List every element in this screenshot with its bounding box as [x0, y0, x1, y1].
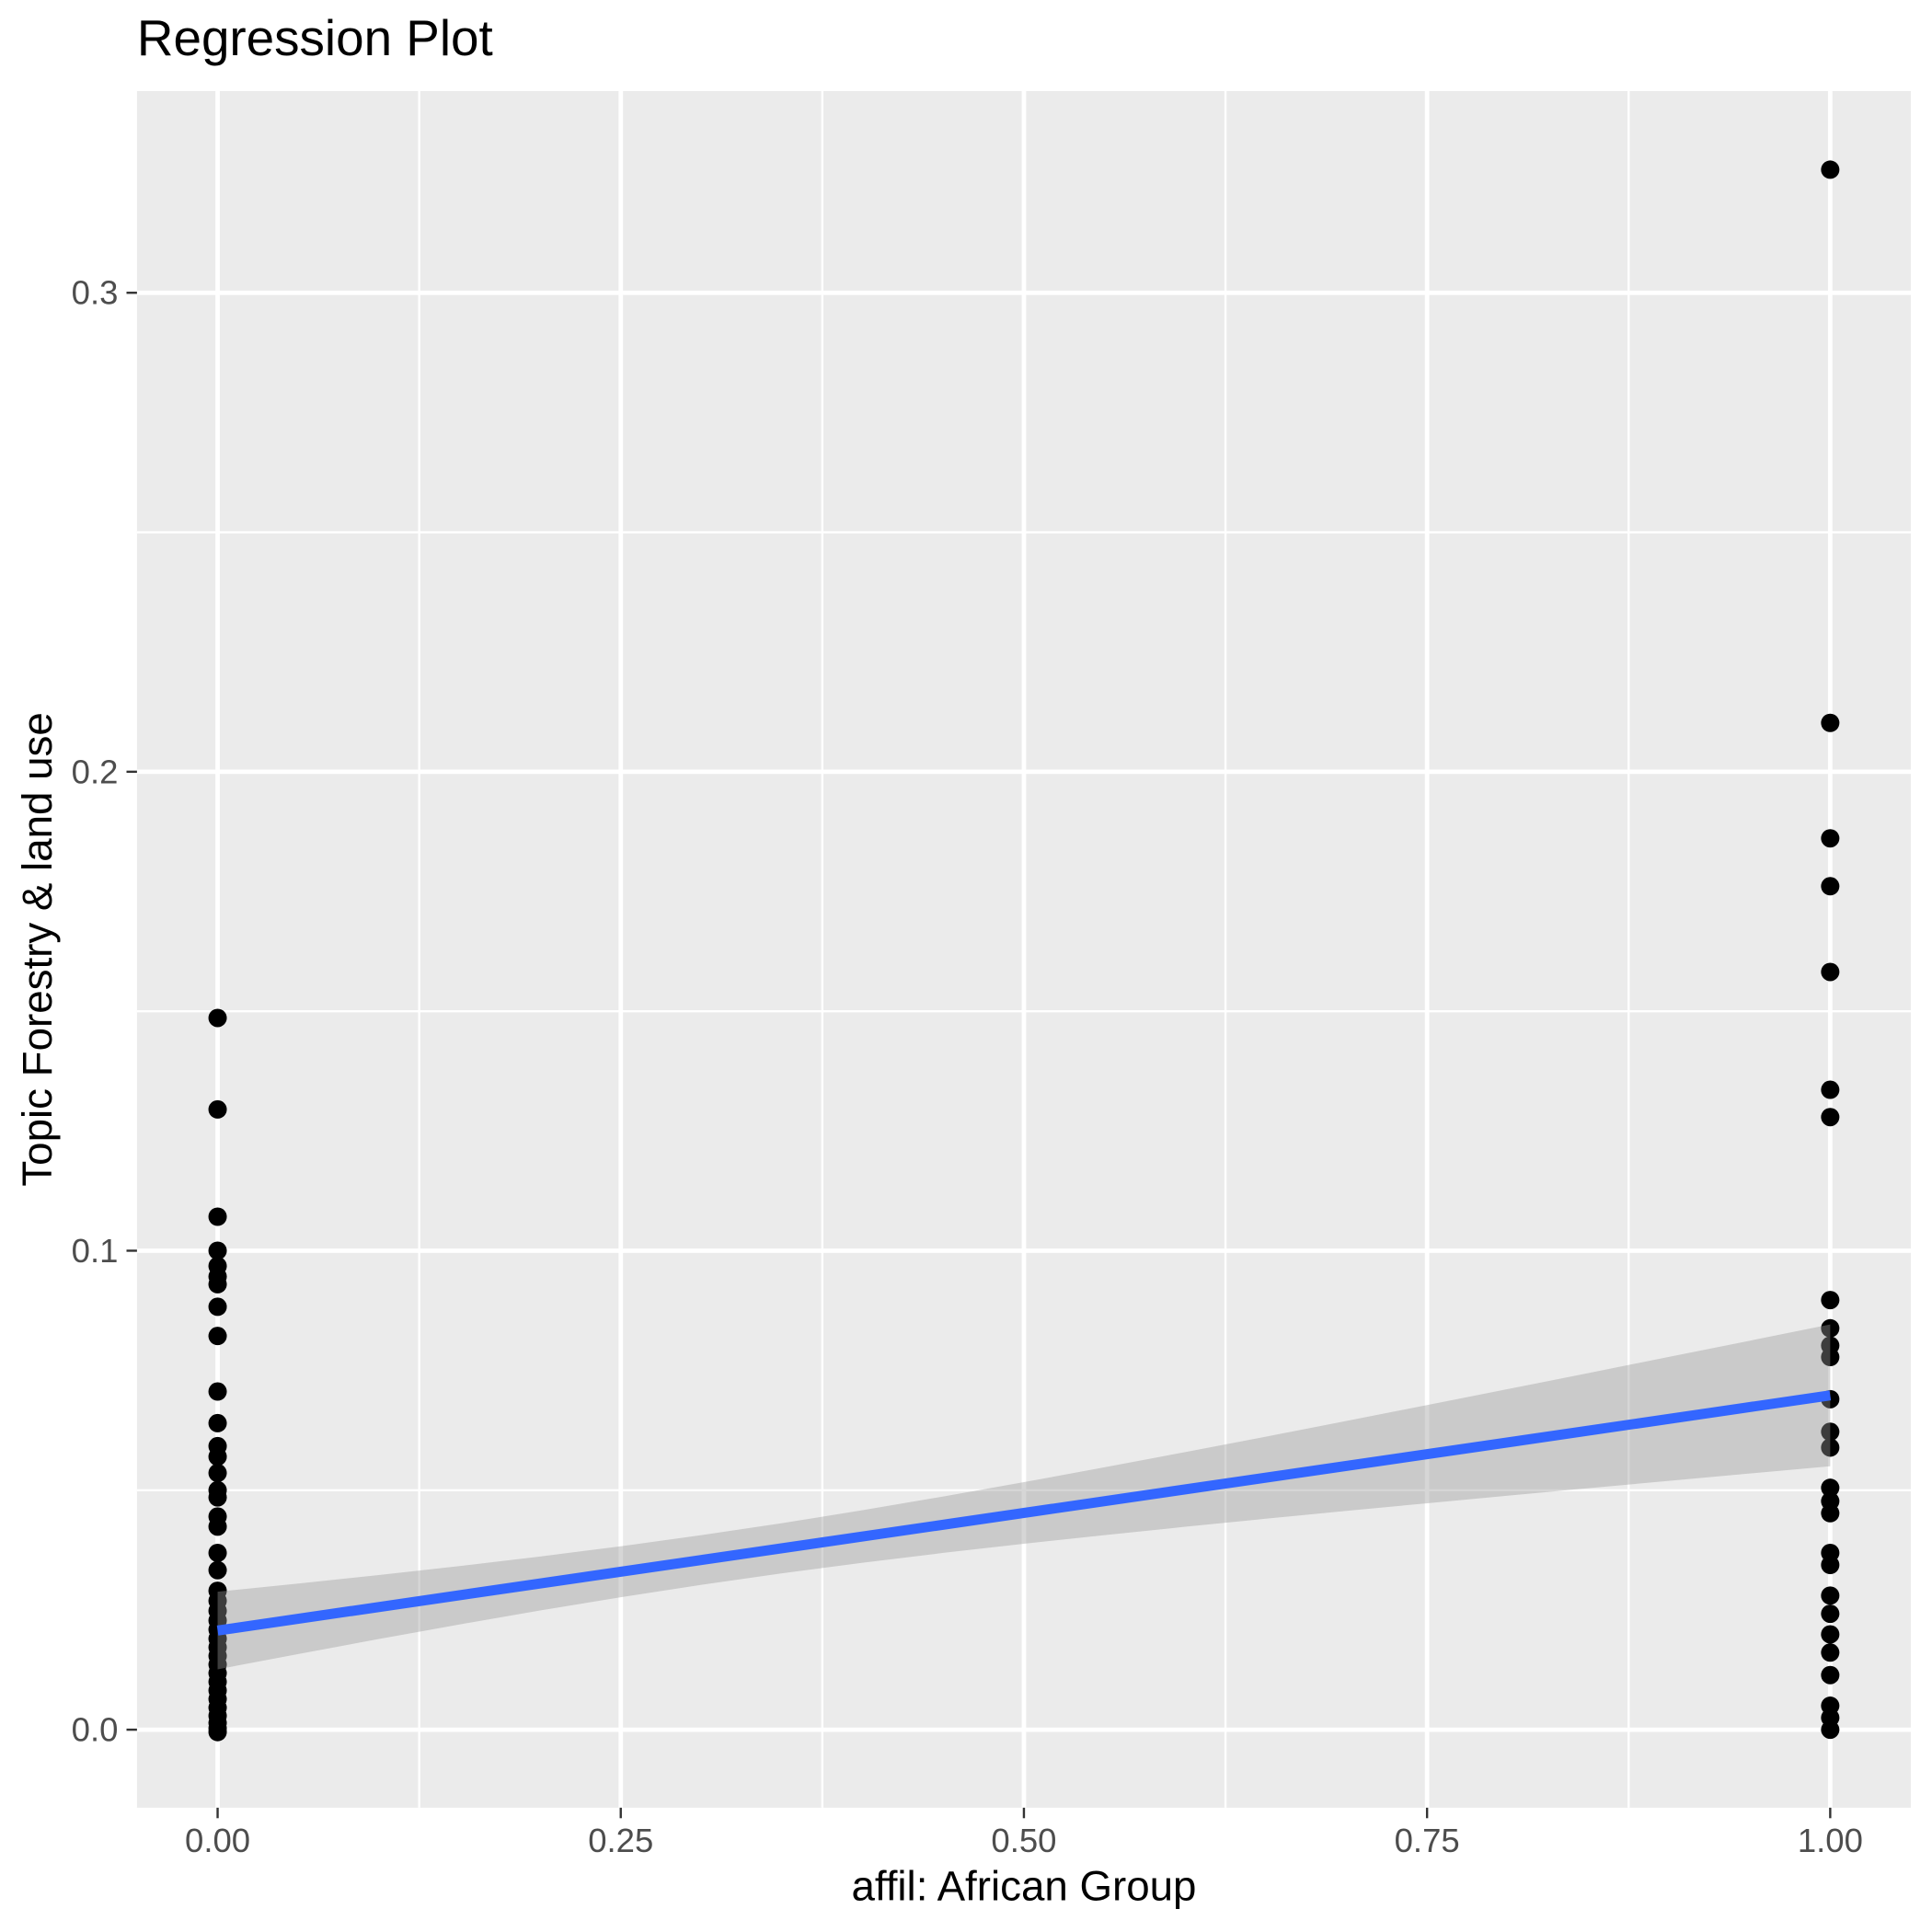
- plot-title: Regression Plot: [137, 9, 493, 66]
- data-point: [208, 1488, 227, 1507]
- x-axis-title: affil: African Group: [851, 1863, 1196, 1910]
- data-point: [1821, 1422, 1840, 1442]
- y-tick-label: 0.0: [72, 1711, 119, 1749]
- y-tick-label: 0.1: [72, 1232, 119, 1270]
- data-point: [208, 1413, 227, 1432]
- data-point: [208, 1543, 227, 1562]
- data-point: [1821, 1665, 1840, 1685]
- data-point: [208, 1099, 227, 1119]
- data-point: [208, 1560, 227, 1580]
- data-point: [1821, 1586, 1840, 1605]
- data-point: [1821, 1291, 1840, 1310]
- data-point: [1821, 160, 1840, 179]
- data-point: [1821, 1438, 1840, 1457]
- y-tick-label: 0.2: [72, 753, 119, 790]
- x-tick-label: 0.50: [991, 1822, 1056, 1859]
- data-point: [1821, 829, 1840, 848]
- scatter-points-layer: [208, 160, 1840, 1742]
- y-tick-label: 0.3: [72, 274, 119, 312]
- x-tick-label: 0.00: [185, 1822, 250, 1859]
- data-point: [208, 1382, 227, 1401]
- data-point: [1821, 1555, 1840, 1574]
- y-axis-tick-marks: [126, 292, 137, 1731]
- x-axis-tick-labels: 0.00 0.25 0.50 0.75 1.00: [185, 1822, 1863, 1859]
- y-axis-title: Topic Forestry & land use: [14, 712, 61, 1186]
- x-tick-label: 0.25: [588, 1822, 653, 1859]
- x-axis-tick-marks: [216, 1807, 1832, 1819]
- data-point: [208, 1327, 227, 1346]
- y-axis-tick-labels: 0.0 0.1 0.2 0.3: [72, 274, 119, 1749]
- data-point: [1821, 1604, 1840, 1624]
- data-point: [1821, 1720, 1840, 1740]
- data-point: [1821, 1108, 1840, 1127]
- data-point: [1821, 713, 1840, 732]
- data-point: [1821, 877, 1840, 896]
- data-point: [208, 1274, 227, 1294]
- data-point: [1821, 1625, 1840, 1644]
- data-point: [208, 1207, 227, 1226]
- data-point: [208, 1722, 227, 1742]
- data-point: [1821, 1348, 1840, 1367]
- data-point: [1821, 1643, 1840, 1662]
- data-point: [1821, 1318, 1840, 1338]
- regression-line: [216, 1390, 1832, 1636]
- data-point: [1821, 962, 1840, 982]
- data-point: [1821, 1478, 1840, 1498]
- data-point: [208, 1447, 227, 1466]
- data-point: [208, 1297, 227, 1317]
- data-point: [208, 1241, 227, 1260]
- data-point: [1821, 1503, 1840, 1523]
- data-point: [208, 1517, 227, 1536]
- data-point: [1821, 1080, 1840, 1099]
- data-point: [208, 1008, 227, 1028]
- data-point: [208, 1464, 227, 1483]
- x-tick-label: 1.00: [1798, 1822, 1863, 1859]
- x-tick-label: 0.75: [1395, 1822, 1460, 1859]
- confidence-ribbon: [217, 1324, 1831, 1670]
